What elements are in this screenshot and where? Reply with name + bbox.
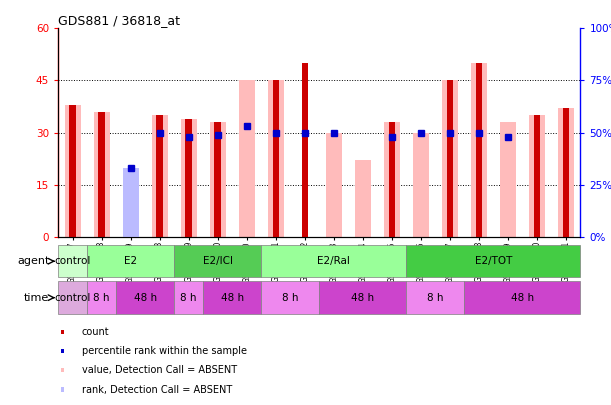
Text: 8 h: 8 h bbox=[180, 293, 197, 303]
Bar bbox=[116, 281, 174, 314]
Bar bbox=[214, 122, 221, 237]
Bar bbox=[563, 108, 569, 237]
Bar bbox=[262, 245, 406, 277]
Text: 8 h: 8 h bbox=[282, 293, 299, 303]
Bar bbox=[262, 281, 320, 314]
Bar bbox=[98, 112, 104, 237]
Text: GDS881 / 36818_at: GDS881 / 36818_at bbox=[58, 14, 180, 27]
Bar bbox=[239, 81, 255, 237]
Bar bbox=[58, 245, 87, 277]
Bar bbox=[87, 281, 116, 314]
Text: value, Detection Call = ABSENT: value, Detection Call = ABSENT bbox=[81, 365, 236, 375]
Bar bbox=[174, 245, 262, 277]
Text: 48 h: 48 h bbox=[221, 293, 244, 303]
Bar bbox=[464, 281, 580, 314]
Text: percentile rank within the sample: percentile rank within the sample bbox=[81, 346, 247, 356]
Text: agent: agent bbox=[17, 256, 49, 266]
Bar bbox=[534, 115, 540, 237]
Text: 48 h: 48 h bbox=[351, 293, 375, 303]
Bar bbox=[186, 119, 192, 237]
Bar bbox=[93, 112, 109, 237]
Bar bbox=[58, 281, 87, 314]
Text: 48 h: 48 h bbox=[134, 293, 156, 303]
Bar bbox=[156, 115, 163, 237]
Bar bbox=[273, 81, 279, 237]
Text: E2: E2 bbox=[124, 256, 137, 266]
Bar bbox=[60, 368, 64, 373]
Text: 48 h: 48 h bbox=[511, 293, 534, 303]
Text: rank, Detection Call = ABSENT: rank, Detection Call = ABSENT bbox=[81, 385, 232, 394]
Text: E2/ICI: E2/ICI bbox=[203, 256, 233, 266]
Bar bbox=[406, 281, 464, 314]
Bar bbox=[123, 192, 139, 237]
Bar bbox=[406, 245, 580, 277]
Bar bbox=[355, 160, 371, 237]
Bar bbox=[181, 119, 197, 237]
Bar bbox=[203, 281, 262, 314]
Bar bbox=[413, 133, 429, 237]
Bar bbox=[447, 81, 453, 237]
Text: E2/Ral: E2/Ral bbox=[317, 256, 350, 266]
Bar bbox=[70, 105, 76, 237]
Bar bbox=[326, 133, 342, 237]
Bar bbox=[384, 122, 400, 237]
Text: control: control bbox=[54, 293, 91, 303]
Text: time: time bbox=[24, 293, 49, 303]
Bar bbox=[529, 115, 545, 237]
Text: E2/TOT: E2/TOT bbox=[475, 256, 512, 266]
Bar bbox=[174, 281, 203, 314]
Bar bbox=[60, 330, 64, 334]
Bar bbox=[87, 245, 174, 277]
Bar bbox=[123, 168, 139, 237]
Bar bbox=[302, 63, 308, 237]
Bar bbox=[558, 108, 574, 237]
Bar bbox=[65, 105, 81, 237]
Text: 8 h: 8 h bbox=[93, 293, 110, 303]
Bar bbox=[60, 388, 64, 392]
Bar bbox=[152, 115, 167, 237]
Bar bbox=[500, 122, 516, 237]
Bar bbox=[442, 81, 458, 237]
Bar bbox=[60, 349, 64, 353]
Bar bbox=[389, 122, 395, 237]
Bar bbox=[268, 81, 284, 237]
Text: control: control bbox=[54, 256, 91, 266]
Text: 8 h: 8 h bbox=[427, 293, 444, 303]
Text: count: count bbox=[81, 327, 109, 337]
Bar bbox=[210, 122, 225, 237]
Bar bbox=[471, 63, 487, 237]
Bar bbox=[320, 281, 406, 314]
Bar bbox=[476, 63, 482, 237]
